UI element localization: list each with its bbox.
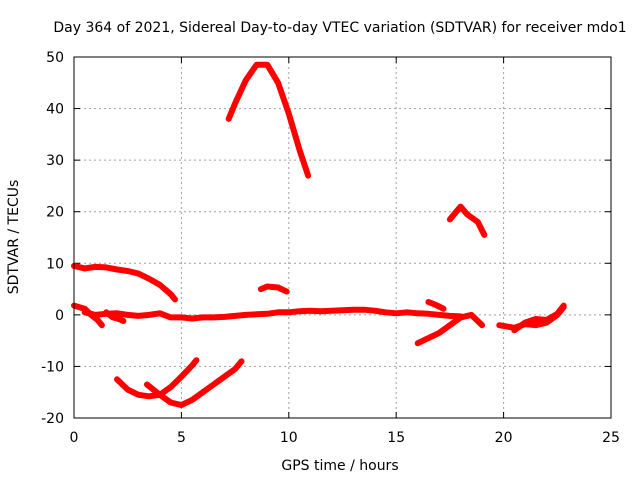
chart-title: Day 364 of 2021, Sidereal Day-to-day VTE… (53, 20, 626, 36)
plot-frame (73, 56, 612, 419)
series-arc-7 (225, 61, 312, 179)
x-tick-label: 0 (70, 430, 79, 446)
series-arc-11 (446, 203, 488, 238)
series-arc-3 (81, 306, 464, 322)
grid (74, 57, 611, 418)
x-tick-label: 10 (280, 430, 298, 446)
x-tick-label: 20 (495, 430, 513, 446)
series-arc-4 (103, 309, 127, 324)
series-arc-1 (71, 262, 178, 303)
y-tick-label: 30 (46, 153, 64, 169)
y-tick-label: 0 (55, 308, 64, 324)
x-tick-label: 5 (177, 430, 186, 446)
y-axis-label: SDTVAR / TECUs (6, 180, 22, 295)
x-axis-label: GPS time / hours (281, 458, 398, 474)
series-arc-10 (425, 299, 447, 312)
y-tick-labels: -20 -10 0 10 20 30 40 50 (41, 50, 64, 427)
x-tick-labels: 0 5 10 15 20 25 (70, 430, 620, 446)
series-arc-13 (511, 302, 567, 334)
series-arc-8 (257, 283, 290, 295)
x-tick-label: 15 (387, 430, 405, 446)
series-arc-9 (414, 311, 486, 347)
y-tick-label: 50 (46, 50, 64, 66)
series-group (71, 61, 567, 409)
tick-marks (73, 56, 612, 419)
y-tick-label: 40 (46, 102, 64, 118)
y-tick-label: 20 (46, 205, 64, 221)
series-arc-6 (144, 358, 245, 409)
y-tick-label: 10 (46, 256, 64, 272)
x-tick-label: 25 (602, 430, 620, 446)
y-tick-label: -10 (41, 359, 64, 375)
y-tick-label: -20 (41, 411, 64, 427)
